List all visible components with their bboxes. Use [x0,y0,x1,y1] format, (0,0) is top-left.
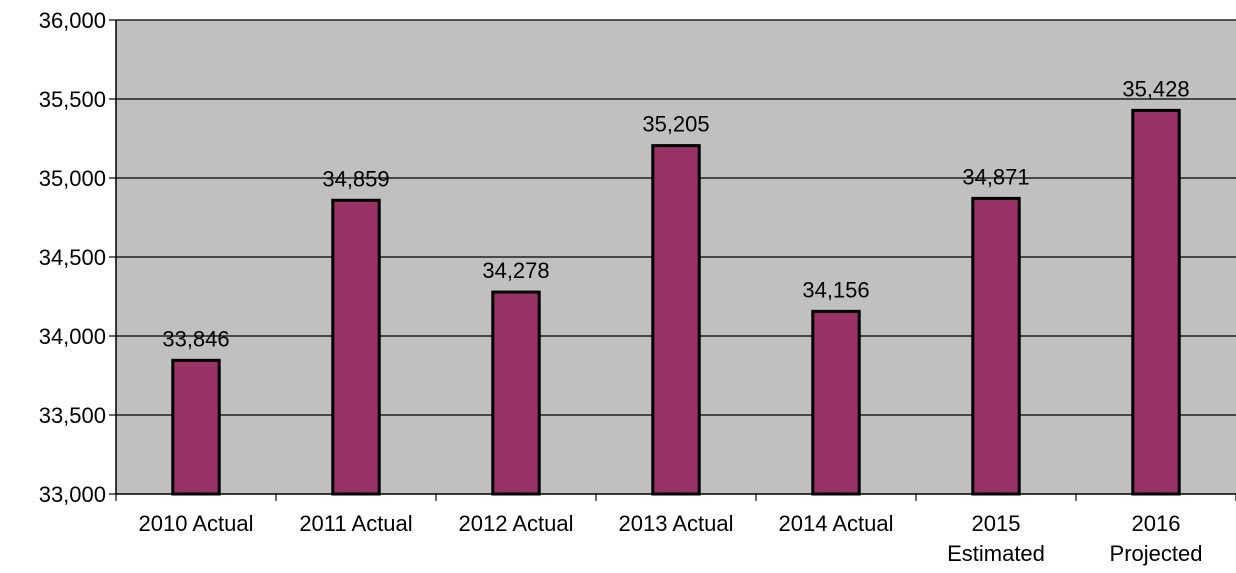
x-tick-label: 2013 Actual [619,511,734,536]
y-tick-label: 33,500 [39,403,106,428]
bar [811,309,861,496]
data-label: 35,428 [1122,76,1189,101]
y-tick-label: 36,000 [39,8,106,33]
y-tick-label: 35,000 [39,166,106,191]
x-axis-tick-labels: 2010 Actual 2011 Actual 2012 Actual 2013 Ac… [139,511,1203,566]
x-tick-label: 2010 Actual [139,511,254,536]
bar [1131,108,1181,496]
data-label: 34,156 [802,277,869,302]
data-label: 34,859 [322,166,389,191]
y-tick-label: 34,000 [39,324,106,349]
axes [109,19,1236,501]
bar [491,290,541,496]
data-label: 34,278 [482,258,549,283]
bars [171,108,1181,496]
bar [971,196,1021,496]
x-tick-label: 2012 Actual [459,511,574,536]
y-tick-label: 33,000 [39,482,106,507]
y-tick-label: 35,500 [39,87,106,112]
x-tick-label: 2011 Actual [299,511,412,536]
data-label: 34,871 [962,164,1029,189]
x-tick-label: 2014 Actual [779,511,894,536]
bar [651,144,701,496]
data-labels: 33,846 34,859 34,278 35,205 34,156 34,871 35,4… [162,76,1189,351]
x-tick-label: 2016 Projected [1110,511,1203,566]
y-tick-label: 34,500 [39,245,106,270]
data-label: 35,205 [642,112,709,137]
bar [171,358,221,496]
data-label: 33,846 [162,326,229,351]
bar [331,198,381,496]
y-axis-tick-labels: 33,000 33,500 34,000 34,500 35,000 35,500 36,0… [39,8,106,507]
x-tick-label: 2015 Estimated [947,511,1045,566]
